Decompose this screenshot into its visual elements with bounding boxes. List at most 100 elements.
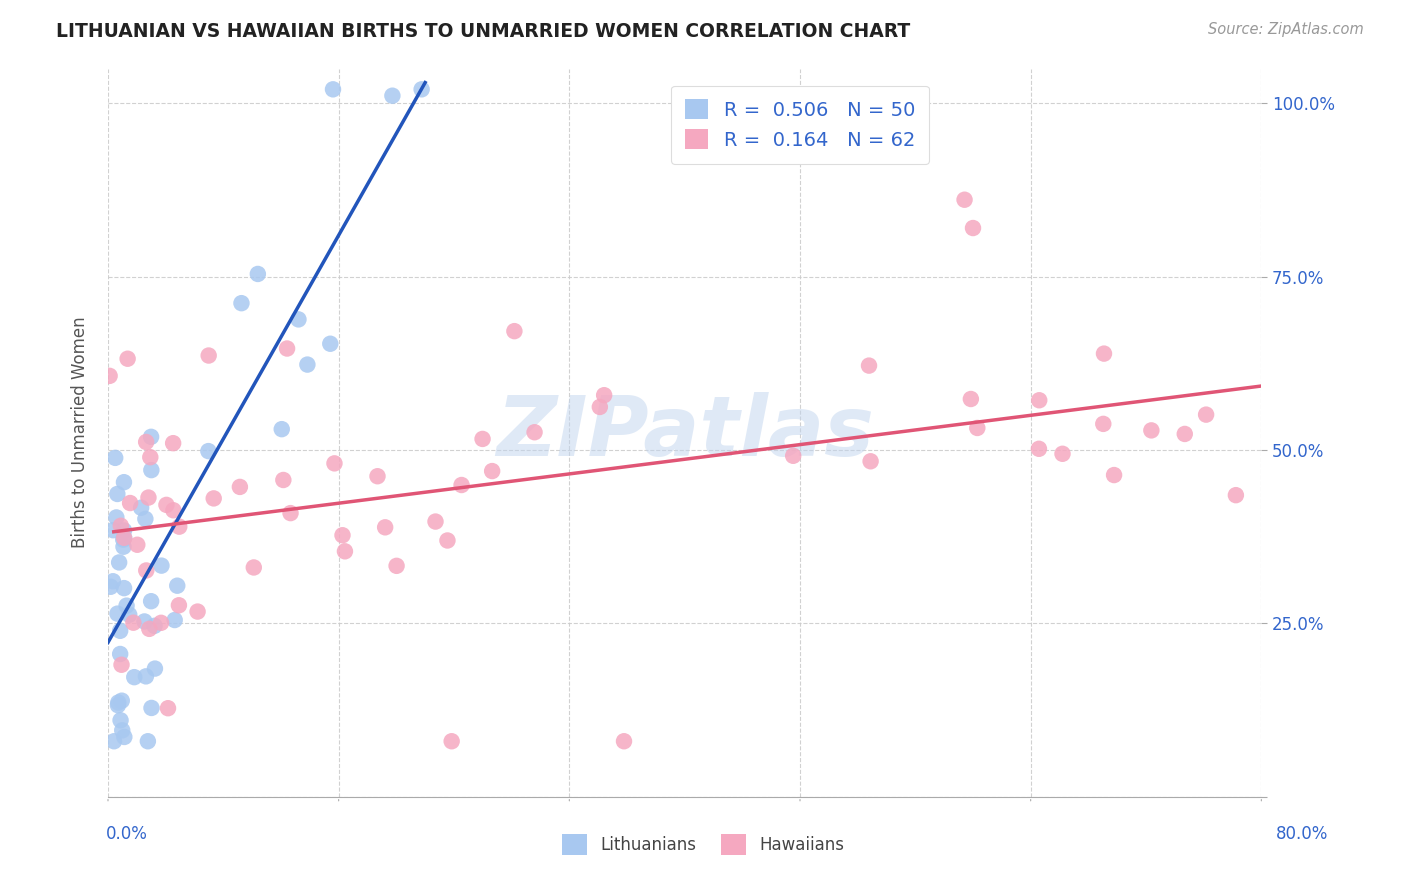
Point bbox=[107, 698, 129, 713]
Point bbox=[136, 734, 159, 748]
Point bbox=[101, 523, 124, 537]
Point bbox=[155, 498, 177, 512]
Point bbox=[112, 531, 135, 545]
Point bbox=[270, 422, 292, 436]
Point bbox=[276, 342, 298, 356]
Text: ZIPatlas: ZIPatlas bbox=[496, 392, 873, 473]
Point bbox=[231, 296, 253, 310]
Point bbox=[134, 512, 156, 526]
Point bbox=[960, 392, 983, 406]
Point bbox=[104, 450, 127, 465]
Point bbox=[120, 496, 142, 510]
Point bbox=[229, 480, 252, 494]
Point bbox=[117, 351, 139, 366]
Point bbox=[333, 544, 356, 558]
Point bbox=[110, 657, 132, 672]
Point bbox=[98, 368, 121, 383]
Point bbox=[162, 436, 184, 450]
Point bbox=[1174, 426, 1197, 441]
Point bbox=[112, 524, 135, 538]
Point bbox=[503, 324, 526, 338]
Point bbox=[103, 734, 125, 748]
Point bbox=[112, 475, 135, 490]
Point bbox=[858, 359, 880, 373]
Point bbox=[319, 336, 342, 351]
Point bbox=[450, 478, 472, 492]
Point bbox=[143, 662, 166, 676]
Point bbox=[523, 425, 546, 440]
Point bbox=[138, 622, 160, 636]
Text: 0.0%: 0.0% bbox=[105, 825, 148, 843]
Y-axis label: Births to Unmarried Women: Births to Unmarried Women bbox=[72, 317, 89, 549]
Point bbox=[110, 713, 132, 727]
Point bbox=[322, 82, 344, 96]
Point bbox=[143, 619, 166, 633]
Point bbox=[197, 349, 219, 363]
Point bbox=[440, 734, 463, 748]
Point bbox=[962, 221, 984, 235]
Point bbox=[110, 518, 132, 533]
Point bbox=[243, 560, 266, 574]
Point bbox=[374, 520, 396, 534]
Point bbox=[287, 312, 309, 326]
Point bbox=[323, 456, 346, 470]
Point bbox=[1225, 488, 1247, 502]
Point bbox=[105, 487, 128, 501]
Point bbox=[111, 694, 134, 708]
Point bbox=[105, 510, 128, 524]
Point bbox=[436, 533, 458, 548]
Point bbox=[112, 531, 135, 545]
Point bbox=[1140, 423, 1163, 437]
Point bbox=[167, 519, 190, 533]
Point bbox=[167, 599, 190, 613]
Point bbox=[385, 558, 408, 573]
Point bbox=[112, 730, 135, 744]
Text: 80.0%: 80.0% bbox=[1277, 825, 1329, 843]
Point bbox=[1102, 468, 1125, 483]
Text: Source: ZipAtlas.com: Source: ZipAtlas.com bbox=[1208, 22, 1364, 37]
Point bbox=[589, 400, 612, 414]
Point bbox=[135, 669, 157, 683]
Point bbox=[122, 670, 145, 684]
Point bbox=[163, 613, 186, 627]
Point bbox=[966, 421, 988, 435]
Point bbox=[859, 454, 882, 468]
Point bbox=[118, 607, 141, 622]
Point bbox=[107, 696, 129, 710]
Point bbox=[366, 469, 388, 483]
Point bbox=[425, 515, 447, 529]
Point bbox=[139, 594, 162, 608]
Legend: R =  0.506   N = 50, R =  0.164   N = 62: R = 0.506 N = 50, R = 0.164 N = 62 bbox=[671, 86, 929, 163]
Point bbox=[411, 82, 433, 96]
Point bbox=[108, 556, 131, 570]
Point bbox=[1092, 417, 1115, 431]
Point bbox=[1028, 442, 1050, 456]
Text: LITHUANIAN VS HAWAIIAN BIRTHS TO UNMARRIED WOMEN CORRELATION CHART: LITHUANIAN VS HAWAIIAN BIRTHS TO UNMARRI… bbox=[56, 22, 911, 41]
Point bbox=[112, 581, 135, 595]
Point bbox=[135, 564, 157, 578]
Point bbox=[297, 358, 319, 372]
Point bbox=[122, 615, 145, 630]
Point bbox=[1092, 346, 1115, 360]
Point bbox=[197, 444, 219, 458]
Point bbox=[100, 580, 122, 594]
Point bbox=[246, 267, 269, 281]
Point bbox=[139, 450, 162, 465]
Point bbox=[108, 647, 131, 661]
Point bbox=[332, 528, 354, 542]
Point bbox=[139, 430, 162, 444]
Point bbox=[202, 491, 225, 506]
Point bbox=[1195, 408, 1218, 422]
Point bbox=[150, 558, 173, 573]
Point bbox=[111, 723, 134, 738]
Point bbox=[112, 533, 135, 547]
Point bbox=[613, 734, 636, 748]
Point bbox=[481, 464, 503, 478]
Point bbox=[1028, 393, 1050, 408]
Point bbox=[127, 538, 149, 552]
Point bbox=[108, 624, 131, 638]
Point bbox=[138, 491, 160, 505]
Point bbox=[471, 432, 494, 446]
Point bbox=[107, 607, 129, 621]
Point bbox=[162, 503, 184, 517]
